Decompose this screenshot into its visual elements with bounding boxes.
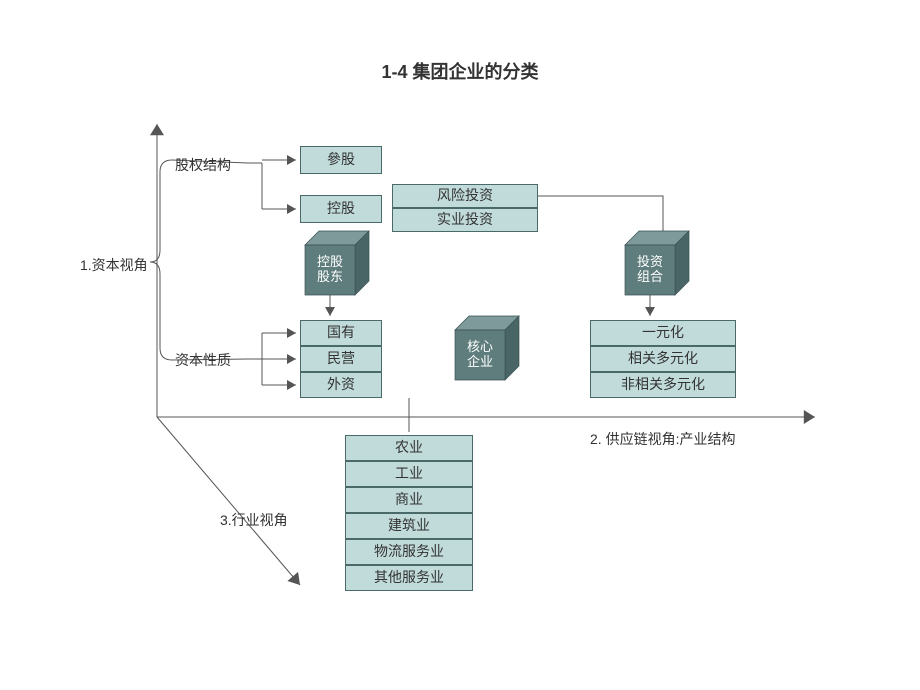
box-minying: 民营 <box>300 346 382 372</box>
axis-label-capital: 1.资本视角 <box>80 255 148 275</box>
box-waizi: 外资 <box>300 372 382 398</box>
axis-label-supply: 2. 供应链视角:产业结构 <box>590 429 735 449</box>
label-equity-structure: 股权结构 <box>175 155 231 175</box>
box-shangye: 商业 <box>345 487 473 513</box>
label-capital-nature: 资本性质 <box>175 350 231 370</box>
cube-label-hexin-qiye: 核心 企业 <box>455 330 505 380</box>
box-qita: 其他服务业 <box>345 565 473 591</box>
cube-label-touzi-zuhe: 投资 组合 <box>625 245 675 295</box>
box-xgdyh: 相关多元化 <box>590 346 736 372</box>
box-yiyuan: 一元化 <box>590 320 736 346</box>
box-fengxian: 风险投资 <box>392 184 538 208</box>
box-konggu: 控股 <box>300 195 382 223</box>
cube-touzi-zuhe <box>625 231 691 297</box>
box-nongye: 农业 <box>345 435 473 461</box>
diagram-stage: 1-4 集团企业的分类 股权结构 资本性质 1.资本视角 2. 供应链视角:产业… <box>0 0 920 690</box>
box-gongye: 工业 <box>345 461 473 487</box>
box-fxgdyh: 非相关多元化 <box>590 372 736 398</box>
box-wuliu: 物流服务业 <box>345 539 473 565</box>
axis-label-industry: 3.行业视角 <box>220 510 288 530</box>
box-jianzhu: 建筑业 <box>345 513 473 539</box>
cube-label-konggu-gudong: 控股 股东 <box>305 245 355 295</box>
box-guoyou: 国有 <box>300 320 382 346</box>
diagram-title: 1-4 集团企业的分类 <box>0 58 920 84</box>
box-cangu: 參股 <box>300 146 382 174</box>
box-shiye: 实业投资 <box>392 208 538 232</box>
cube-konggu-gudong <box>305 231 371 297</box>
cube-hexin-qiye <box>455 316 521 382</box>
